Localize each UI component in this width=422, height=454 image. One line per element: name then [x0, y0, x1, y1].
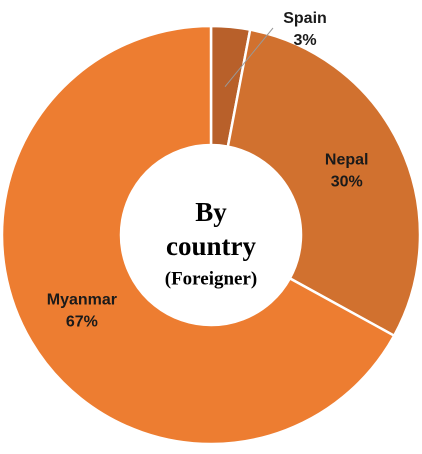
donut-hole	[121, 145, 301, 325]
slice-label: Spain	[283, 10, 327, 27]
leader-line	[224, 27, 274, 87]
center-title: By	[195, 197, 227, 227]
value-label: 3%	[293, 32, 316, 49]
center-title: country	[166, 231, 256, 261]
value-label: 30%	[331, 173, 363, 190]
slice-label: Nepal	[325, 151, 369, 168]
slice-label: Myanmar	[47, 292, 117, 309]
value-label: 67%	[66, 314, 98, 331]
center-subtitle: (Foreigner)	[165, 268, 258, 289]
